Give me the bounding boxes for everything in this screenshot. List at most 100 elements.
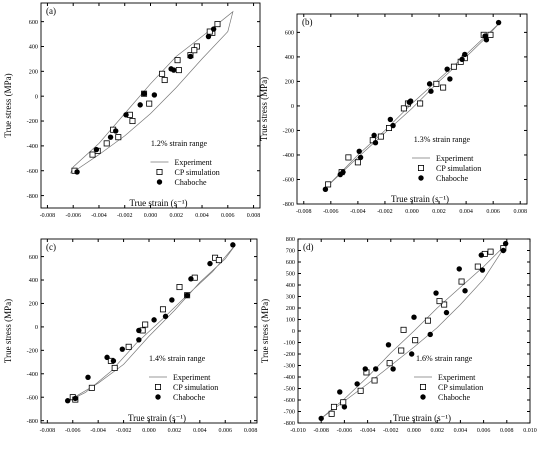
- x-tick-label: -0.004: [350, 209, 366, 215]
- series-loop: [70, 10, 234, 174]
- legend-label: CP simulation: [173, 383, 218, 392]
- chaboche-point: [479, 267, 486, 273]
- series-filled-circle: [64, 242, 236, 404]
- chaboche-point: [390, 366, 396, 372]
- x-tick-label: 0.000: [142, 428, 156, 434]
- x-tick-label: -0.006: [337, 428, 353, 434]
- chaboche-point: [428, 88, 434, 94]
- legend-marker-swatch: [417, 164, 424, 171]
- cp-simulation-point: [354, 159, 361, 166]
- x-tick-label: -0.002: [377, 209, 393, 215]
- x-tick-label: 0.008: [247, 213, 261, 219]
- chaboche-point: [354, 381, 360, 387]
- cp-simulation-point: [115, 134, 122, 141]
- cp-simulation-point: [159, 70, 166, 77]
- y-axis-label: True stress (MPa): [3, 299, 13, 363]
- y-tick-label: -200: [283, 128, 294, 135]
- x-tick-label: -0.006: [323, 209, 339, 215]
- cp-simulation-point: [487, 31, 494, 38]
- chaboche-point: [462, 51, 468, 58]
- chaboche-point: [113, 128, 119, 134]
- x-tick-label: -0.008: [40, 213, 56, 219]
- cp-simulation-point: [436, 298, 443, 305]
- chaboche-point: [72, 395, 79, 402]
- chaboche-point: [110, 358, 117, 364]
- y-axis-label: True stress (MPa): [260, 299, 270, 363]
- x-axis-label: True strain (s⁻¹): [393, 413, 451, 423]
- chaboche-point: [502, 240, 509, 247]
- cp-simulation-point: [385, 125, 392, 132]
- panel-c: -0.008 -0.006 -0.004 -0.002 0.000 0.002 0.004 0…: [3, 238, 258, 434]
- x-tick-label: -0.002: [383, 428, 399, 434]
- chaboche-point: [169, 297, 175, 303]
- cp-simulation-point: [88, 384, 95, 391]
- cp-simulation-point: [330, 403, 337, 410]
- cp-simulation-point: [440, 84, 447, 91]
- chaboche-point: [372, 140, 379, 146]
- x-tick-label: 0.002: [168, 428, 182, 434]
- chaboche-point: [151, 92, 158, 98]
- legend-item: Experiment: [150, 158, 213, 167]
- chaboche-point: [318, 415, 324, 422]
- y-tick-label: 200: [286, 305, 295, 312]
- x-tick-label: -0.006: [65, 428, 81, 434]
- panel-label: (a): [46, 6, 56, 16]
- x-tick-label: -0.004: [90, 428, 106, 434]
- chaboche-point: [137, 102, 143, 108]
- legend-item: CP simulation: [417, 164, 481, 173]
- y-tick-label: -600: [283, 177, 294, 184]
- x-tick-label: 0.000: [407, 428, 421, 434]
- cp-simulation-point: [441, 301, 448, 308]
- experiment-loop-line: [70, 10, 234, 174]
- x-tick-label: 0.000: [144, 213, 158, 219]
- legend-marker-swatch: [419, 383, 426, 390]
- panel-d: -0.010 -0.008 -0.006 -0.004 -0.002 0.000 0.002…: [260, 236, 537, 434]
- y-tick-label: 400: [286, 282, 295, 289]
- chaboche-point: [85, 374, 91, 380]
- y-tick-label: 600: [286, 259, 295, 266]
- y-tick-label: 0: [292, 328, 295, 335]
- legend-label: CP simulation: [438, 383, 483, 392]
- panel-label: (d): [303, 242, 314, 252]
- cp-simulation-point: [377, 133, 384, 140]
- y-tick-label: -700: [284, 409, 295, 416]
- legend-label: Experiment: [436, 154, 474, 163]
- legend-item: Chaboche: [155, 393, 205, 402]
- chaboche-point: [478, 252, 484, 258]
- y-tick-label: -300: [284, 363, 295, 370]
- x-tick-label: -0.010: [290, 428, 306, 434]
- x-tick-label: 0.004: [454, 428, 468, 434]
- cp-simulation-point: [125, 343, 132, 350]
- y-tick-label: -800: [284, 420, 295, 427]
- chaboche-point: [443, 309, 450, 316]
- chaboche-point: [373, 366, 379, 372]
- y-tick-label: -400: [283, 152, 294, 159]
- chaboche-point: [136, 337, 142, 343]
- y-tick-label: 700: [286, 248, 295, 255]
- x-tick-label: -0.002: [116, 428, 132, 434]
- x-tick-label: -0.008: [313, 428, 329, 434]
- chaboche-point: [188, 276, 194, 282]
- x-tick-label: 0.006: [486, 209, 500, 215]
- x-tick-label: 0.006: [218, 428, 232, 434]
- cp-simulation-point: [215, 257, 222, 264]
- series-loop: [320, 243, 508, 419]
- chaboche-point: [136, 327, 142, 334]
- chaboche-point: [341, 404, 348, 410]
- legend-marker-swatch: [154, 383, 161, 390]
- y-tick-label: -200: [27, 348, 38, 355]
- cp-simulation-point: [412, 337, 419, 344]
- cp-simulation-point: [214, 21, 221, 28]
- legend-marker-swatch: [156, 179, 163, 185]
- x-axis-label: True strain (s⁻¹): [129, 198, 187, 208]
- chaboche-point: [337, 389, 343, 395]
- chaboche-point: [151, 317, 157, 323]
- cp-simulation-point: [328, 410, 335, 417]
- chaboche-point: [357, 154, 364, 161]
- chaboche-point: [356, 148, 362, 154]
- legend-marker-swatch: [420, 394, 426, 400]
- y-tick-label: -200: [284, 351, 295, 358]
- y-tick-label: 200: [285, 79, 294, 86]
- y-tick-label: 400: [29, 44, 38, 51]
- cp-simulation-point: [400, 105, 407, 112]
